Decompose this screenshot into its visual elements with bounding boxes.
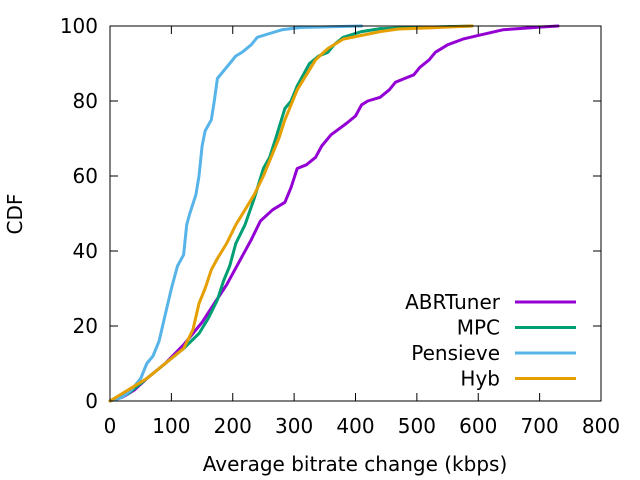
x-tick-label: 600 [459,414,497,438]
series-line-hyb [108,24,474,403]
y-tick-label: 100 [60,14,98,38]
y-tick-label: 20 [73,314,98,338]
y-tick-label: 80 [73,89,98,113]
legend-label-abrtuner: ABRTuner [405,290,501,314]
y-tick-label: 0 [85,389,98,413]
x-tick-label: 500 [398,414,436,438]
y-tick-label: 40 [73,239,98,263]
x-tick-label: 400 [336,414,374,438]
y-axis-label: CDF [3,194,27,235]
legend-label-hyb: Hyb [460,367,500,391]
series-line-abrtuner [108,24,560,403]
x-tick-label: 100 [152,414,190,438]
plot-area [108,24,560,403]
x-tick-label: 0 [104,414,117,438]
x-tick-label: 300 [275,414,313,438]
x-tick-label: 800 [582,414,620,438]
x-tick-label: 700 [521,414,559,438]
axes: 0 100 200 300 400 500 600 700 800 0 20 40 60 80 100 [60,14,620,438]
x-tick-label: 200 [214,414,252,438]
y-tick-label: 60 [73,164,98,188]
legend-label-mpc: MPC [457,316,500,340]
x-axis-label: Average bitrate change (kbps) [203,452,508,476]
legend-label-pensieve: Pensieve [411,341,500,365]
series-line-pensieve [108,24,364,403]
